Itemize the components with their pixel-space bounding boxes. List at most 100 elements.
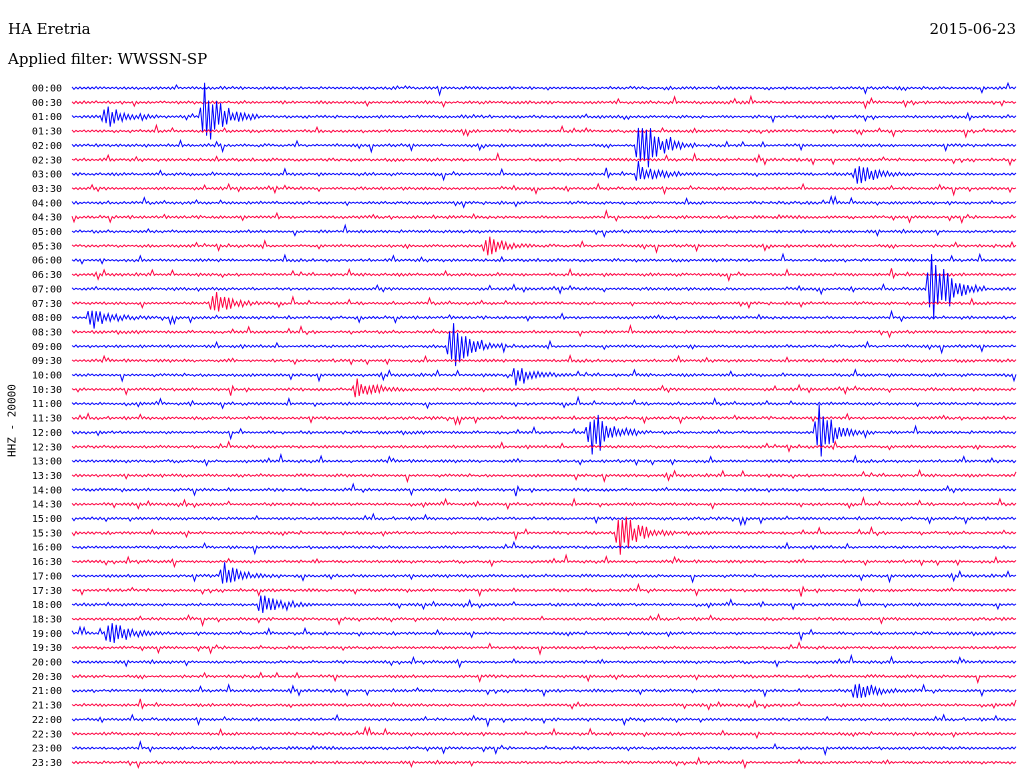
row-time-label: 11:30: [32, 414, 62, 425]
trace-row-1130: [71, 412, 1017, 426]
trace-row-2330: [71, 756, 1017, 770]
trace-row-0030: [71, 94, 1017, 110]
row-time-label: 13:00: [32, 457, 62, 468]
row-time-label: 10:00: [32, 371, 62, 382]
row-time-label: 01:00: [32, 112, 62, 123]
trace-row-1630: [71, 553, 1017, 569]
trace-row-0500: [71, 223, 1017, 238]
row-time-label: 19:30: [32, 643, 62, 654]
trace-row-0830: [71, 323, 1017, 339]
trace-row-2130: [71, 698, 1017, 711]
row-time-label: 04:00: [32, 198, 62, 209]
row-time-label: 22:30: [32, 729, 62, 740]
row-time-label: 01:30: [32, 127, 62, 138]
trace-row-1730: [71, 582, 1017, 598]
trace-row-0430: [71, 208, 1017, 225]
trace-row-2000: [71, 653, 1017, 669]
row-time-label: 15:30: [32, 528, 62, 539]
trace-row-1500: [71, 512, 1017, 527]
row-time-label: 11:00: [32, 399, 62, 410]
trace-row-0300: [71, 160, 1017, 184]
trace-row-2300: [71, 739, 1017, 757]
trace-row-0630: [71, 267, 1017, 282]
row-time-label: 02:30: [32, 155, 62, 166]
row-time-label: 16:30: [32, 557, 62, 568]
row-time-label: 09:30: [32, 356, 62, 367]
row-time-label: 12:00: [32, 428, 62, 439]
trace-row-1600: [71, 540, 1017, 556]
row-time-label: 06:00: [32, 256, 62, 267]
row-time-label: 18:00: [32, 600, 62, 611]
trace-row-0000: [71, 81, 1017, 97]
row-time-label: 20:30: [32, 672, 62, 683]
row-time-label: 02:00: [32, 141, 62, 152]
row-time-label: 13:30: [32, 471, 62, 482]
row-time-label: 20:00: [32, 658, 62, 669]
trace-row-1530: [71, 516, 1017, 555]
row-time-label: 09:00: [32, 342, 62, 353]
trace-row-0700: [71, 254, 1017, 319]
date-label: 2015-06-23: [929, 20, 1016, 38]
row-time-label: 14:00: [32, 485, 62, 496]
row-time-label: 08:00: [32, 313, 62, 324]
trace-row-1800: [71, 595, 1017, 614]
trace-row-0330: [71, 182, 1017, 197]
row-time-label: 17:30: [32, 586, 62, 597]
trace-row-1930: [71, 641, 1017, 656]
row-time-label: 06:30: [32, 270, 62, 281]
trace-row-1900: [71, 623, 1017, 643]
trace-row-0730: [71, 291, 1017, 312]
trace-row-0900: [71, 323, 1017, 367]
row-time-label: 21:30: [32, 701, 62, 712]
row-time-label: 15:00: [32, 514, 62, 525]
row-time-label: 03:00: [32, 170, 62, 181]
trace-row-0200: [71, 127, 1017, 168]
trace-row-0100: [71, 82, 1017, 140]
row-time-label: 21:00: [32, 686, 62, 697]
trace-row-1200: [71, 404, 1017, 457]
trace-row-2230: [71, 725, 1017, 740]
row-time-label: 17:00: [32, 571, 62, 582]
trace-row-0530: [71, 236, 1017, 256]
row-time-label: 23:00: [32, 744, 62, 755]
station-title: HA Eretria: [8, 20, 91, 38]
row-time-label: 00:00: [32, 84, 62, 95]
trace-row-1000: [71, 368, 1017, 386]
row-time-label: 22:00: [32, 715, 62, 726]
row-time-label: 08:30: [32, 327, 62, 338]
trace-row-1300: [71, 452, 1017, 467]
trace-row-0800: [71, 309, 1017, 329]
trace-row-1100: [71, 395, 1017, 410]
row-time-label: 04:30: [32, 213, 62, 224]
trace-row-1230: [71, 440, 1017, 453]
row-time-label: 03:30: [32, 184, 62, 195]
trace-row-0930: [71, 353, 1017, 366]
row-time-label: 07:00: [32, 284, 62, 295]
trace-row-0400: [71, 194, 1017, 209]
row-time-label: 19:00: [32, 629, 62, 640]
row-time-label: 05:00: [32, 227, 62, 238]
row-time-label: 16:00: [32, 543, 62, 554]
row-time-label: 18:30: [32, 614, 62, 625]
filter-label: Applied filter: WWSSN-SP: [8, 50, 208, 68]
trace-row-0600: [71, 252, 1017, 265]
row-time-label: 14:30: [32, 500, 62, 511]
trace-row-2030: [71, 671, 1017, 685]
row-time-label: 12:30: [32, 442, 62, 453]
trace-row-0230: [71, 151, 1017, 167]
trace-row-1400: [71, 482, 1017, 497]
row-time-label: 10:30: [32, 385, 62, 396]
trace-row-1700: [71, 562, 1017, 584]
trace-row-1430: [71, 496, 1017, 511]
trace-row-2200: [71, 713, 1017, 728]
trace-row-1030: [71, 378, 1017, 398]
trace-row-0130: [71, 123, 1017, 139]
row-time-label: 05:30: [32, 241, 62, 252]
row-time-label: 07:30: [32, 299, 62, 310]
trace-row-1330: [71, 468, 1017, 484]
trace-row-2100: [71, 683, 1017, 699]
row-time-label: 23:30: [32, 758, 62, 769]
row-time-label: 00:30: [32, 98, 62, 109]
trace-row-1830: [71, 613, 1017, 628]
